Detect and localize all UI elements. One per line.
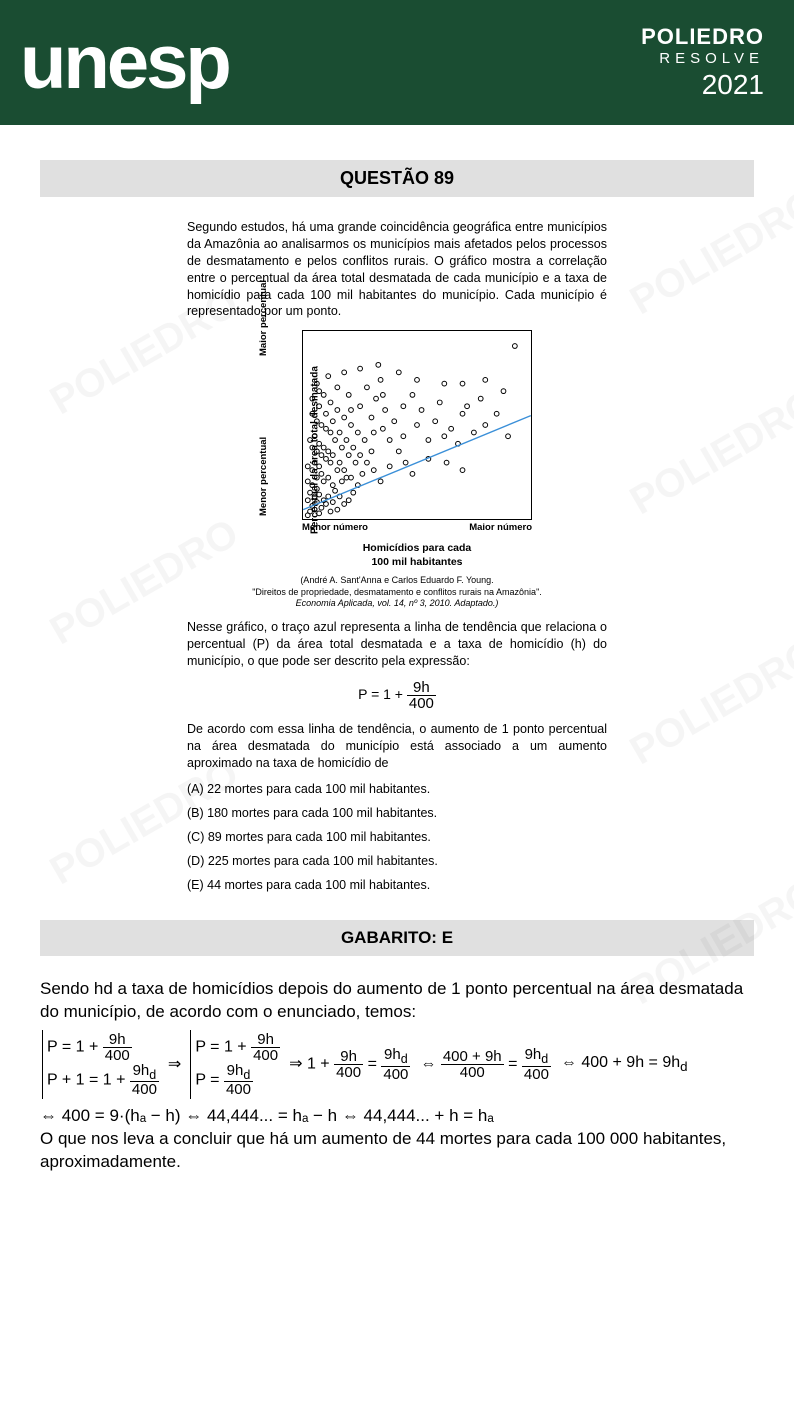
intro-text: Segundo estudos, há uma grande coincidên… bbox=[187, 219, 607, 320]
solution-intro: Sendo hd a taxa de homicídios depois do … bbox=[40, 978, 754, 1024]
option-e: (E) 44 mortes para cada 100 mil habitant… bbox=[187, 877, 607, 894]
x-label-2: 100 mil habitantes bbox=[371, 556, 462, 568]
logo-right-brand: POLIEDRO bbox=[641, 24, 764, 50]
solution-body: Sendo hd a taxa de homicídios depois do … bbox=[40, 978, 754, 1194]
mid-text: Nesse gráfico, o traço azul representa a… bbox=[187, 619, 607, 670]
answer-title: GABARITO: E bbox=[40, 920, 754, 956]
content-area: QUESTÃO 89 Segundo estudos, há uma grand… bbox=[0, 125, 794, 1214]
chart-x-ticks: Menor número Maior número bbox=[302, 522, 532, 535]
chart-y-tick-top: Maior percentual bbox=[258, 280, 271, 356]
question-body: Segundo estudos, há uma grande coincidên… bbox=[187, 219, 607, 894]
option-d: (D) 225 mortes para cada 100 mil habitan… bbox=[187, 853, 607, 870]
citation: (André A. Sant'Anna e Carlos Eduardo F. … bbox=[187, 575, 607, 609]
page-header: unesp POLIEDRO RESOLVE 2021 bbox=[0, 0, 794, 125]
chart-x-label: Homicídios para cada 100 mil habitantes bbox=[302, 541, 532, 569]
logo-unesp: unesp bbox=[20, 19, 229, 106]
closing-text: De acordo com essa linha de tendência, o… bbox=[187, 721, 607, 772]
question-title: QUESTÃO 89 bbox=[40, 160, 754, 197]
solution-conclusion: O que nos leva a concluir que há um aume… bbox=[40, 1128, 754, 1174]
formula: P = 1 + 9h400 bbox=[187, 680, 607, 711]
options-list: (A) 22 mortes para cada 100 mil habitant… bbox=[187, 781, 607, 893]
math-derivation: P = 1 + 9h400 P + 1 = 1 + 9hd400 ⇒ P = 1… bbox=[40, 1030, 754, 1100]
chart-y-tick-bot: Menor percentual bbox=[258, 437, 271, 516]
x-label-1: Homicídios para cada bbox=[363, 542, 472, 554]
option-c: (C) 89 mortes para cada 100 mil habitant… bbox=[187, 829, 607, 846]
citation-1: (André A. Sant'Anna e Carlos Eduardo F. … bbox=[300, 575, 493, 585]
x-tick-right: Maior número bbox=[469, 522, 532, 535]
citation-2: "Direitos de propriedade, desmatamento e… bbox=[252, 587, 542, 597]
logo-right-sub: RESOLVE bbox=[641, 50, 764, 67]
logo-poliedro: POLIEDRO RESOLVE 2021 bbox=[641, 24, 764, 101]
option-a: (A) 22 mortes para cada 100 mil habitant… bbox=[187, 781, 607, 798]
option-b: (B) 180 mortes para cada 100 mil habitan… bbox=[187, 805, 607, 822]
logo-right-year: 2021 bbox=[641, 69, 764, 101]
citation-3: Economia Aplicada, vol. 14, nº 3, 2010. … bbox=[296, 598, 499, 608]
math-line2: ⇔ 400 = 9·(hₐ − h) ⇔ 44,444... = hₐ − h … bbox=[40, 1105, 754, 1128]
scatter-chart: Percentual da área total desmatada Maior… bbox=[252, 330, 542, 569]
chart-plot-area bbox=[302, 330, 532, 520]
scatter-svg bbox=[303, 331, 531, 519]
